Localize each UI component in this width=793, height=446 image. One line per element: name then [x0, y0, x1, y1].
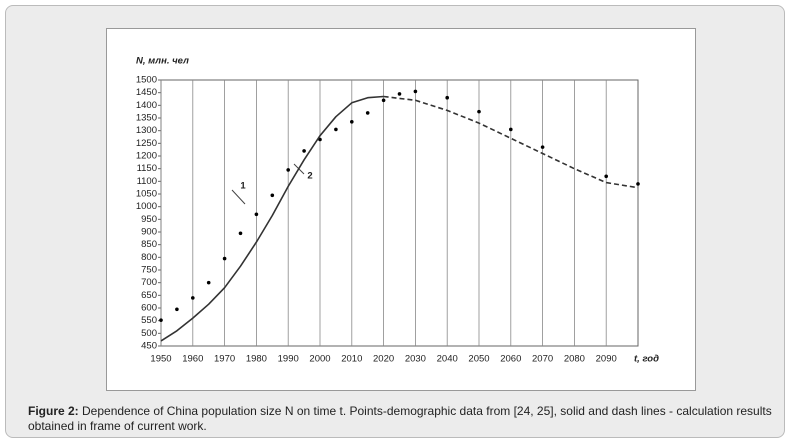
- data-point: [540, 145, 545, 149]
- x-tick-label: 1990: [278, 354, 299, 365]
- leader-line: [231, 189, 246, 205]
- y-tick-label: 1100: [137, 176, 157, 187]
- data-point: [206, 280, 211, 285]
- x-tick-label: 2070: [532, 354, 553, 365]
- y-axis-label: N, млн. чел: [136, 56, 189, 67]
- data-point: [350, 120, 354, 124]
- x-tick-label: 2050: [468, 354, 489, 365]
- data-point: [477, 109, 481, 114]
- x-tick-label: 2030: [405, 354, 426, 365]
- data-point: [318, 137, 322, 142]
- caption-text: Dependence of China population size N on…: [28, 404, 772, 433]
- y-tick-label: 1400: [136, 100, 157, 111]
- caption: Figure 2: Dependence of China population…: [28, 404, 778, 434]
- data-point: [175, 307, 179, 312]
- y-tick-label: 800: [141, 252, 157, 263]
- data-point: [159, 318, 163, 322]
- data-point: [191, 296, 195, 300]
- caption-label: Figure 2:: [28, 404, 79, 418]
- chart: N, млн. чел 4505005506006507007508008509…: [106, 28, 696, 391]
- y-tick-label: 850: [141, 239, 157, 250]
- data-point: [302, 149, 306, 153]
- data-point: [365, 111, 370, 115]
- data-point: [397, 92, 402, 96]
- data-point: [445, 95, 450, 100]
- y-tick-label: 750: [141, 265, 157, 276]
- y-tick-label: 950: [141, 214, 157, 225]
- x-tick-label: 2000: [309, 354, 330, 365]
- x-tick-label: 2060: [500, 354, 521, 365]
- data-point: [604, 174, 608, 179]
- x-axis-label: t, год: [634, 354, 659, 365]
- data-point: [413, 89, 418, 94]
- data-point: [509, 127, 513, 132]
- y-tick-label: 1250: [136, 138, 157, 149]
- x-tick-label: 2010: [341, 354, 362, 365]
- data-point: [222, 256, 227, 261]
- y-tick-label: 500: [141, 328, 157, 339]
- y-tick-label: 550: [141, 315, 157, 326]
- y-tick-label: 450: [141, 341, 157, 352]
- x-tick-label: 1970: [214, 354, 235, 365]
- dashed-line: [383, 95, 639, 189]
- y-tick-label: 1200: [136, 151, 157, 162]
- y-tick-label: 900: [141, 227, 157, 238]
- x-tick-label: 2040: [437, 354, 458, 365]
- y-tick-label: 1000: [136, 201, 157, 212]
- annotation: 1: [240, 181, 246, 192]
- data-point: [254, 212, 259, 217]
- x-tick-label: 2080: [564, 354, 585, 365]
- x-tick-label: 2020: [373, 354, 394, 365]
- y-tick-label: 700: [141, 277, 157, 288]
- annotation: 2: [307, 171, 312, 182]
- y-tick-label: 1450: [136, 87, 157, 98]
- y-tick-label: 1500: [136, 75, 157, 86]
- data-point: [381, 98, 386, 103]
- x-tick-label: 2090: [596, 354, 617, 365]
- y-tick-label: 1300: [136, 125, 157, 136]
- y-tick-label: 1150: [137, 163, 157, 174]
- chart-panel: [106, 28, 696, 391]
- data-point: [636, 182, 640, 186]
- y-tick-label: 1050: [136, 189, 157, 200]
- solid-line: [160, 95, 384, 342]
- figure-frame: N, млн. чел 450 500 550 600 650 700 750 800 850 9…: [5, 5, 785, 438]
- y-tick-label: 600: [141, 303, 157, 314]
- x-tick-label: 1960: [182, 354, 203, 365]
- y-tick-label: 1350: [136, 113, 157, 124]
- x-tick-label: 1980: [246, 354, 267, 365]
- data-point: [334, 127, 338, 132]
- y-tick-label: 650: [141, 290, 157, 301]
- x-tick-label: 1950: [150, 354, 171, 365]
- data-point: [238, 231, 243, 236]
- data-point: [286, 168, 290, 172]
- data-point: [270, 193, 275, 198]
